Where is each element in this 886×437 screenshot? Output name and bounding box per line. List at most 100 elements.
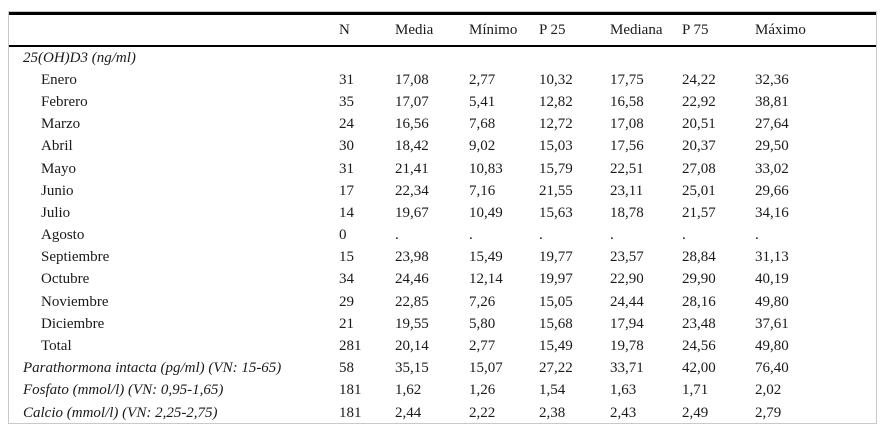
row-label: Noviembre <box>41 293 109 310</box>
cell-p75: 25,01 <box>682 182 716 199</box>
row-label: Abril <box>41 138 73 155</box>
cell-minimo: 7,68 <box>469 116 496 133</box>
cell-minimo: 10,49 <box>469 204 503 221</box>
cell-media: 20,14 <box>395 338 429 355</box>
cell-p75: 1,71 <box>682 382 709 399</box>
cell-p75: 27,08 <box>682 160 716 177</box>
cell-minimo: 2,77 <box>469 338 496 355</box>
cell-p75: 21,57 <box>682 204 716 221</box>
cell-n: 24 <box>339 116 354 133</box>
cell-n: 21 <box>339 315 354 332</box>
cell-media: 18,42 <box>395 138 429 155</box>
header-media: Media <box>395 13 469 47</box>
cell-p25: 10,32 <box>539 71 573 88</box>
cell-mediana: 19,78 <box>610 338 644 355</box>
header-row: N Media Mínimo P 25 Mediana P 75 Máximo <box>9 13 876 47</box>
cell-mediana: . <box>610 227 614 244</box>
cell-p25: 15,05 <box>539 293 573 310</box>
cell-media: 21,41 <box>395 160 429 177</box>
cell-maximo: . <box>755 227 759 244</box>
row-label: Calcio (mmol/l) (VN: 2,25-2,75) <box>23 404 218 421</box>
cell-p25: 15,63 <box>539 204 573 221</box>
cell-mediana: 23,11 <box>610 182 644 199</box>
table-row: Agosto 0...... <box>9 225 876 247</box>
row-label: 25(OH)D3 (ng/ml) <box>23 49 136 66</box>
cell-mediana: 24,44 <box>610 293 644 310</box>
cell-media: 22,34 <box>395 182 429 199</box>
cell-minimo: 5,80 <box>469 315 496 332</box>
cell-maximo: 2,79 <box>755 404 782 421</box>
cell-p25: 12,82 <box>539 93 573 110</box>
cell-p75: 23,48 <box>682 315 716 332</box>
table-row: Fosfato (mmol/l) (VN: 0,95-1,65) 181 1,62 1… <box>9 380 876 402</box>
cell-minimo <box>469 46 539 69</box>
table-row: Febrero 35 17,07 5,41 12,82 16,58 22,92 38,81 <box>9 91 876 113</box>
cell-p75: 29,90 <box>682 271 716 288</box>
cell-p75: 22,92 <box>682 93 716 110</box>
cell-media <box>395 46 469 69</box>
table-row: Noviembre 29 22,85 7,26 15,05 24,44 28,16 49,80 <box>9 291 876 313</box>
cell-p25: 15,49 <box>539 338 573 355</box>
cell-n: 14 <box>339 204 354 221</box>
cell-maximo: 76,40 <box>755 360 789 377</box>
table-row: Total 281 20,14 2,77 15,49 19,78 24,56 49,80 <box>9 335 876 357</box>
header-label <box>9 13 339 47</box>
cell-p25: 15,03 <box>539 138 573 155</box>
table-row: Octubre 34 24,46 12,14 19,97 22,90 29,90 40,19 <box>9 269 876 291</box>
cell-maximo: 32,36 <box>755 71 789 88</box>
table-row: Marzo 24 16,56 7,68 12,72 17,08 20,51 27,64 <box>9 114 876 136</box>
table-row: Julio 14 19,67 10,49 15,63 18,78 21,57 34,16 <box>9 202 876 224</box>
cell-p25: 1,54 <box>539 382 566 399</box>
cell-n: 58 <box>339 360 354 377</box>
cell-mediana: 22,51 <box>610 160 644 177</box>
cell-mediana: 17,08 <box>610 116 644 133</box>
cell-media: 19,67 <box>395 204 429 221</box>
cell-p75: . <box>682 227 686 244</box>
cell-p75: 28,84 <box>682 249 716 266</box>
table-row: Junio 17 22,34 7,16 21,55 23,11 25,01 29,66 <box>9 180 876 202</box>
cell-n: 29 <box>339 293 354 310</box>
cell-n: 15 <box>339 249 354 266</box>
cell-n <box>339 46 395 69</box>
cell-mediana: 22,90 <box>610 271 644 288</box>
row-label: Febrero <box>41 93 88 110</box>
cell-media: 23,98 <box>395 249 429 266</box>
table-row: Calcio (mmol/l) (VN: 2,25-2,75) 181 2,44 2,… <box>9 402 876 423</box>
row-label: Total <box>41 338 72 355</box>
table-row: Septiembre 15 23,98 15,49 19,77 23,57 28,84 31,… <box>9 247 876 269</box>
cell-maximo: 29,50 <box>755 138 789 155</box>
table-row: Enero 31 17,08 2,77 10,32 17,75 24,22 32,36 <box>9 69 876 91</box>
cell-media: 19,55 <box>395 315 429 332</box>
header-maximo: Máximo <box>755 13 876 47</box>
cell-n: 181 <box>339 382 362 399</box>
cell-mediana: 23,57 <box>610 249 644 266</box>
cell-maximo: 2,02 <box>755 382 782 399</box>
cell-mediana: 2,43 <box>610 404 637 421</box>
cell-p25: 2,38 <box>539 404 566 421</box>
row-label: Julio <box>41 204 71 221</box>
cell-minimo: 7,26 <box>469 293 496 310</box>
table-row: Abril 30 18,42 9,02 15,03 17,56 20,37 29,50 <box>9 136 876 158</box>
row-label: Marzo <box>41 116 81 133</box>
table-body: 25(OH)D3 (ng/ml) Enero 31 17,08 2,77 10,32 17,… <box>9 46 876 423</box>
cell-minimo: . <box>469 227 473 244</box>
cell-n: 35 <box>339 93 354 110</box>
cell-minimo: 2,77 <box>469 71 496 88</box>
cell-media: 17,08 <box>395 71 429 88</box>
cell-minimo: 2,22 <box>469 404 496 421</box>
cell-minimo: 1,26 <box>469 382 496 399</box>
cell-p25: 12,72 <box>539 116 573 133</box>
table-header: N Media Mínimo P 25 Mediana P 75 Máximo <box>9 13 876 47</box>
cell-maximo: 37,61 <box>755 315 789 332</box>
cell-maximo: 49,80 <box>755 338 789 355</box>
cell-p75 <box>682 46 755 69</box>
cell-minimo: 15,49 <box>469 249 503 266</box>
row-label: Junio <box>41 182 74 199</box>
cell-p75: 20,51 <box>682 116 716 133</box>
row-label: Mayo <box>41 160 76 177</box>
cell-maximo: 31,13 <box>755 249 789 266</box>
cell-mediana: 16,58 <box>610 93 644 110</box>
table-row: Diciembre 21 19,55 5,80 15,68 17,94 23,48 37,61 <box>9 313 876 335</box>
cell-media: 22,85 <box>395 293 429 310</box>
cell-p25 <box>539 46 610 69</box>
